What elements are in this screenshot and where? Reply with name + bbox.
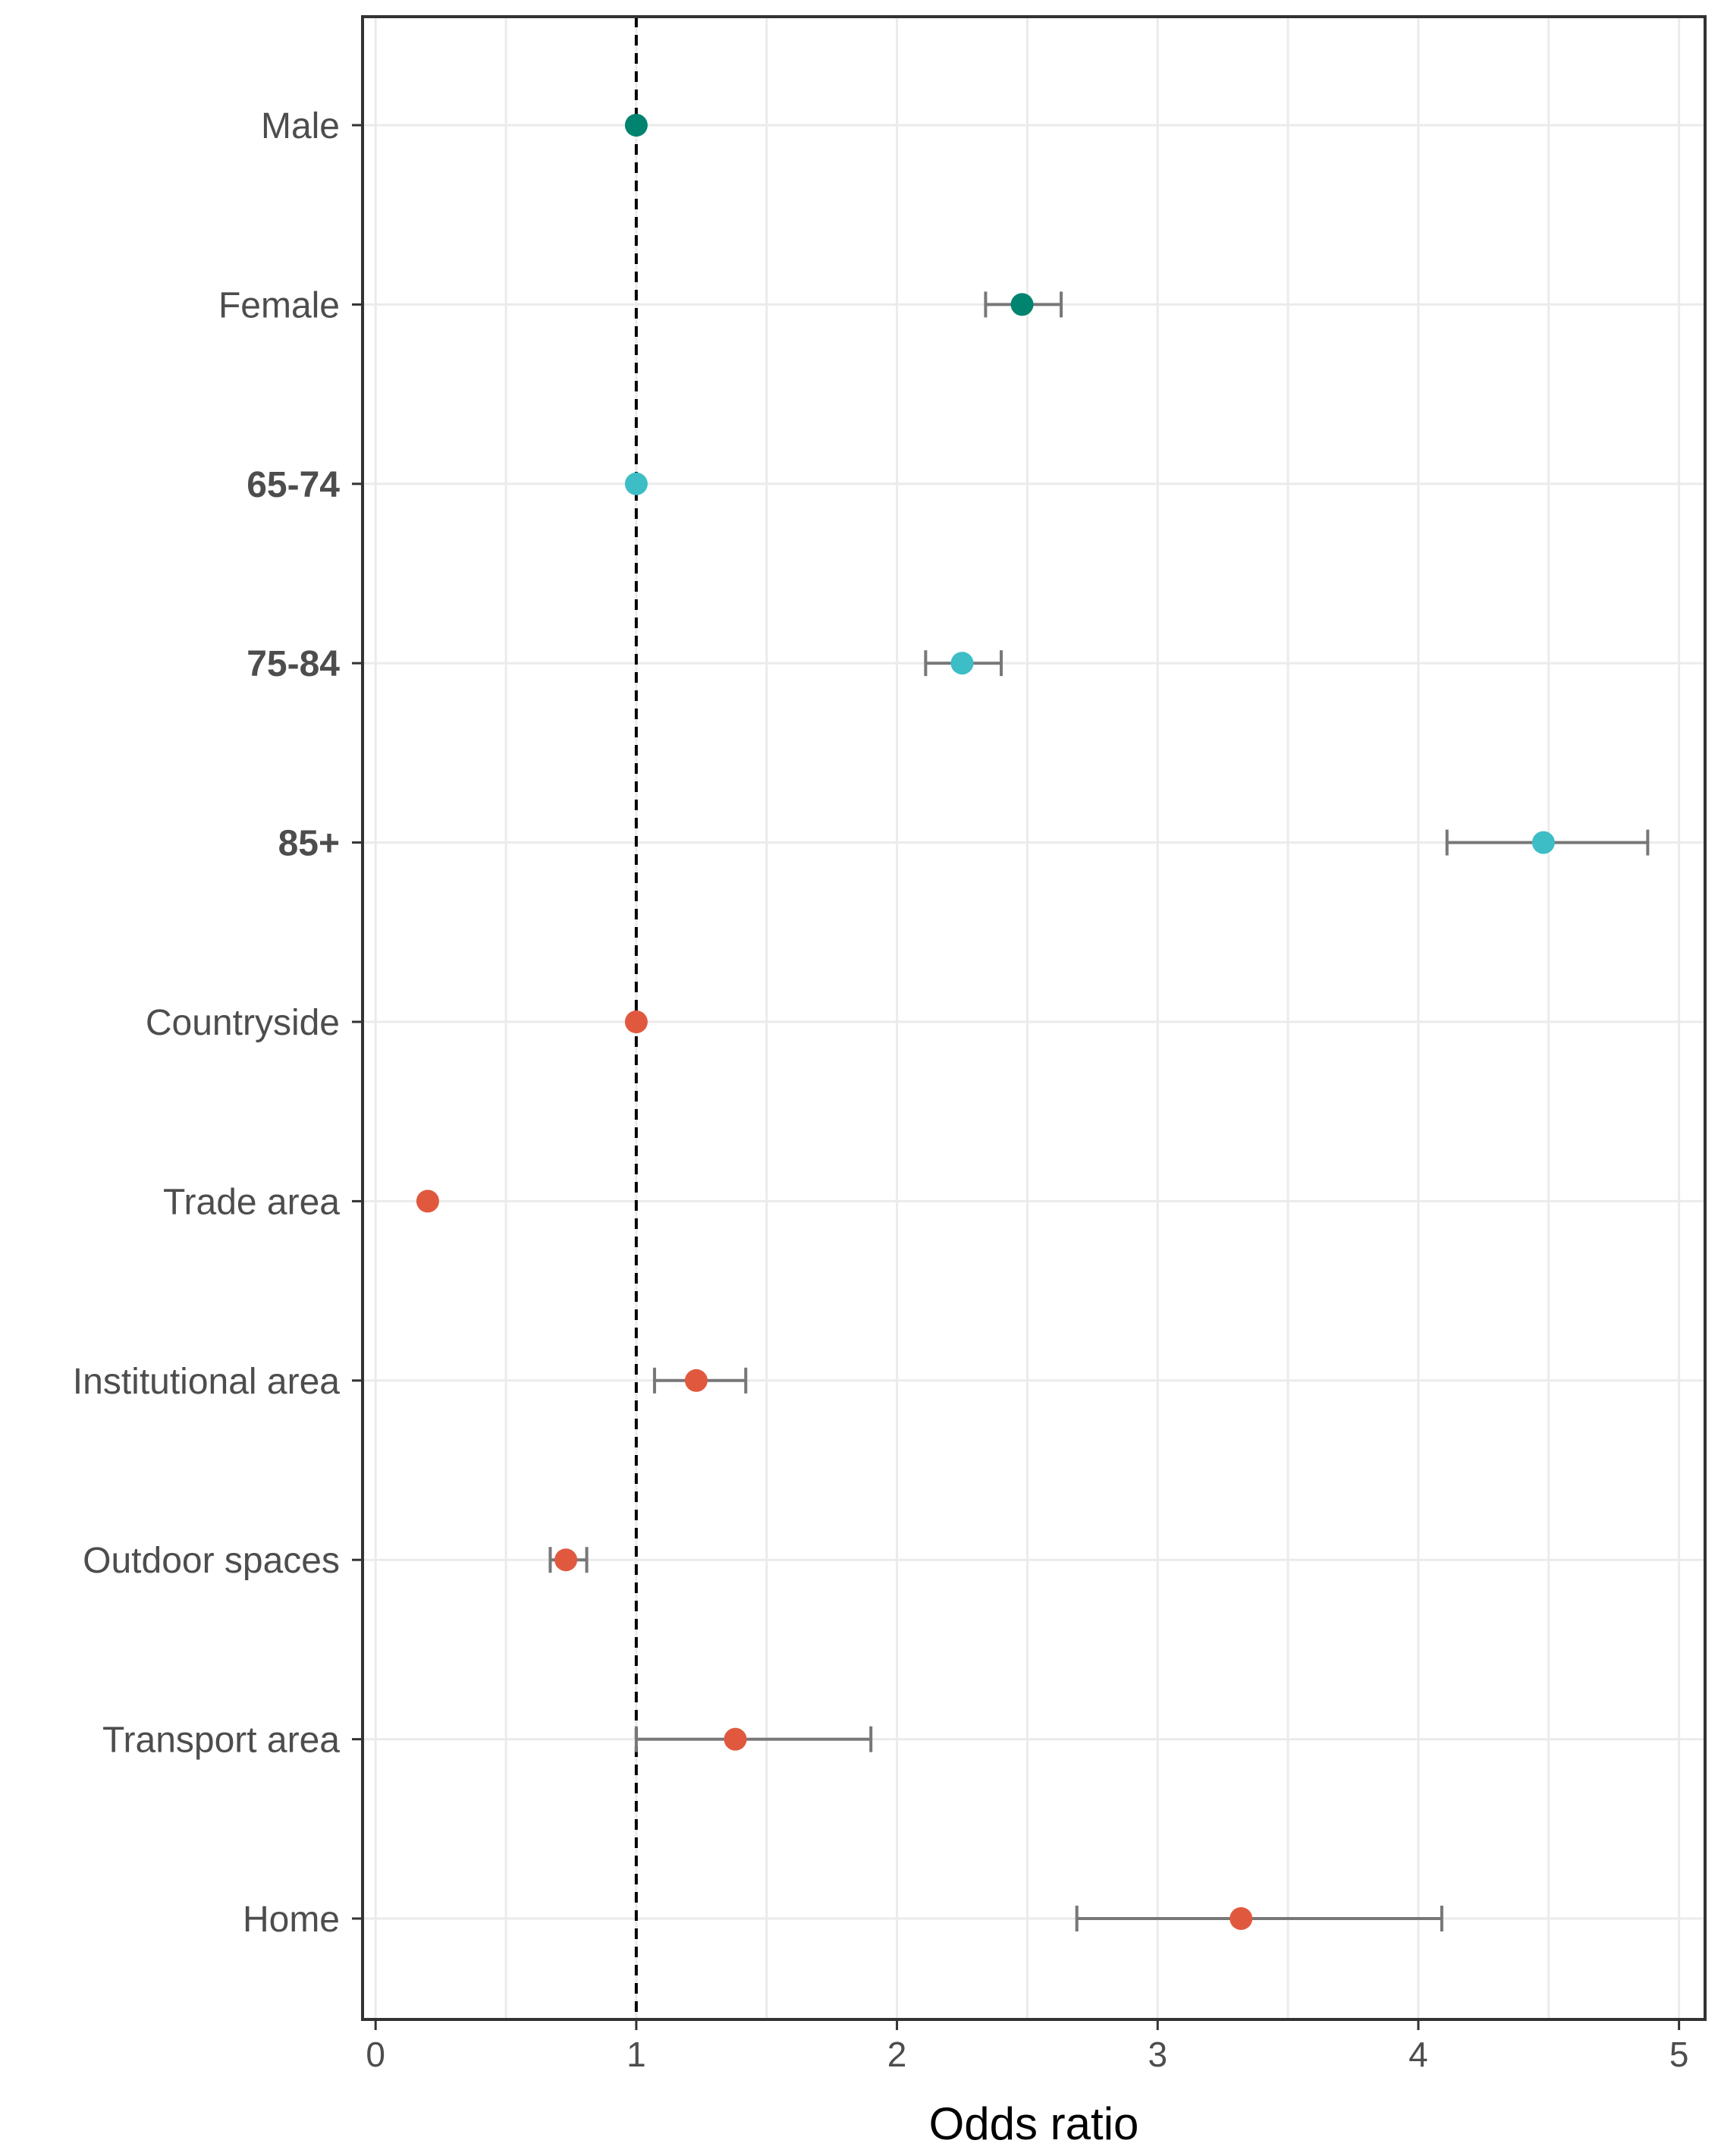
x-axis-title: Odds ratio <box>929 2098 1139 2149</box>
panel-border <box>361 15 1707 2021</box>
x-tick-label: 0 <box>366 2035 385 2074</box>
y-tick-label: Transport area <box>102 1721 340 1761</box>
point-estimate <box>1230 1907 1253 1930</box>
x-axis: 0 1 2 3 4 5 <box>366 2019 1688 2074</box>
x-tick-label: 3 <box>1148 2035 1167 2074</box>
y-tick-label: Countryside <box>146 1003 340 1043</box>
y-tick-label: Outdoor spaces <box>83 1541 340 1581</box>
point-estimate <box>624 1010 648 1033</box>
y-tick-label: Institutional area <box>73 1362 341 1402</box>
point-estimate <box>1010 293 1034 316</box>
x-tick-label: 4 <box>1409 2035 1428 2074</box>
y-tick-label: 75-84 <box>247 644 340 684</box>
y-tick-label: Female <box>218 285 340 325</box>
point-estimate <box>416 1190 439 1213</box>
point-estimate <box>554 1548 578 1572</box>
point-estimate <box>624 114 648 137</box>
x-tick-label: 5 <box>1669 2035 1689 2074</box>
point-estimate <box>950 652 974 675</box>
y-tick-label: Home <box>243 1900 340 1940</box>
x-tick-label: 2 <box>887 2035 907 2074</box>
y-tick-label: Trade area <box>163 1182 340 1222</box>
point-estimate <box>684 1369 708 1392</box>
y-tick-label: 65-74 <box>247 465 340 505</box>
point-estimate <box>724 1727 747 1751</box>
y-axis: Male Female 65-74 75-84 85+ Countryside Trade … <box>73 106 363 1940</box>
y-tick-label: 85+ <box>278 824 340 864</box>
point-estimate <box>624 472 648 495</box>
y-tick-label: Male <box>261 106 340 146</box>
point-estimate <box>1531 831 1555 854</box>
x-tick-label: 1 <box>627 2035 646 2074</box>
point-estimates <box>416 114 1555 1930</box>
